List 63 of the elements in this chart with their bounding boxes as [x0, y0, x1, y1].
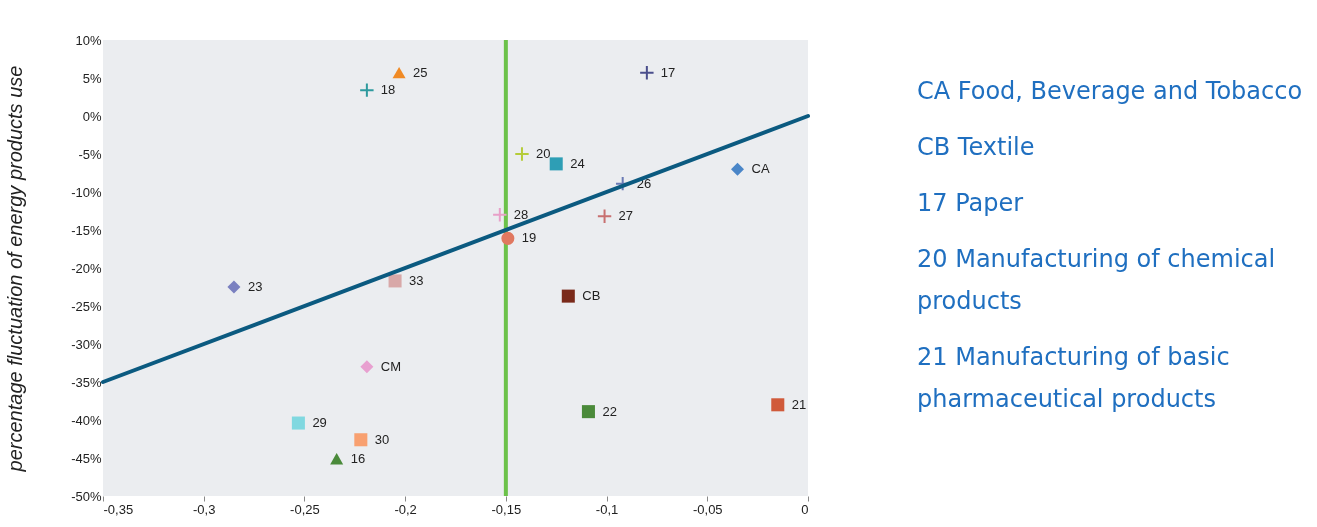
text: 17 Paper	[917, 188, 1025, 219]
point	[549, 157, 563, 171]
series-label: 17	[660, 64, 676, 80]
y-tick-label: 5%	[82, 70, 102, 86]
series-label: 28	[513, 206, 529, 222]
series-label: 33	[409, 272, 424, 288]
series-label: 20	[535, 146, 551, 161]
point	[561, 289, 575, 303]
y-tick-label: -35%	[71, 374, 102, 390]
y-tick-label: -25%	[71, 298, 102, 314]
y-axis-title: percentage fluctuation of energy products use	[4, 65, 27, 473]
x-tick-label: 0	[801, 501, 809, 517]
series-label: CM	[380, 358, 402, 374]
x-tick-label: -0,25	[290, 501, 320, 517]
series-label: 23	[247, 279, 263, 294]
series-label: 29	[312, 415, 327, 431]
x-tick-label: -0,1	[595, 501, 619, 517]
point	[227, 280, 241, 294]
point	[359, 82, 375, 98]
point	[581, 405, 595, 419]
y-tick-label: 0%	[82, 108, 102, 124]
series-label: CA	[751, 161, 770, 177]
point	[730, 162, 745, 176]
y-tick-label: 10%	[75, 32, 102, 48]
x-tick-label: -0,2	[394, 501, 417, 517]
point	[330, 453, 344, 465]
y-tick-label: -10%	[71, 184, 102, 200]
point	[388, 274, 402, 288]
point	[354, 433, 368, 447]
series-label: 27	[618, 208, 634, 224]
y-tick-label: -15%	[71, 222, 102, 238]
series-label: 22	[602, 403, 617, 419]
point	[596, 208, 613, 225]
x-tick-label: -0,3	[193, 501, 216, 517]
text: CB Textile	[917, 132, 1036, 163]
series-label: 25	[413, 64, 428, 80]
y-tick-label: -40%	[71, 412, 102, 428]
text: CA Food, Beverage and Tobacco	[917, 76, 1304, 107]
y-tick-label: -5%	[78, 146, 102, 162]
text: 20 Manufacturing of chemical products	[917, 244, 1277, 317]
series-label: 19	[521, 230, 537, 246]
point	[291, 416, 305, 430]
text: 21 Manufacturing of basic pharmaceutical products	[917, 342, 1231, 415]
series-label: 30	[374, 431, 390, 447]
x-tick-label: -0,05	[692, 501, 723, 517]
x-tick-label: -0,35	[103, 501, 134, 517]
y-tick-label: -30%	[71, 336, 102, 352]
series-label: 24	[570, 155, 585, 171]
point	[514, 146, 530, 162]
series-label: 16	[350, 450, 366, 466]
y-tick-label: -50%	[71, 488, 102, 504]
series-label: 18	[380, 82, 396, 98]
point	[360, 360, 374, 374]
point	[501, 231, 515, 245]
y-tick-label: -20%	[71, 260, 102, 276]
series-label: 21	[791, 396, 807, 412]
y-tick-label: -45%	[71, 450, 102, 466]
point	[492, 207, 508, 223]
point	[639, 64, 655, 81]
point	[392, 67, 406, 79]
point	[771, 398, 785, 412]
series-label: CB	[582, 288, 601, 304]
x-tick-label: -0,15	[491, 501, 522, 517]
